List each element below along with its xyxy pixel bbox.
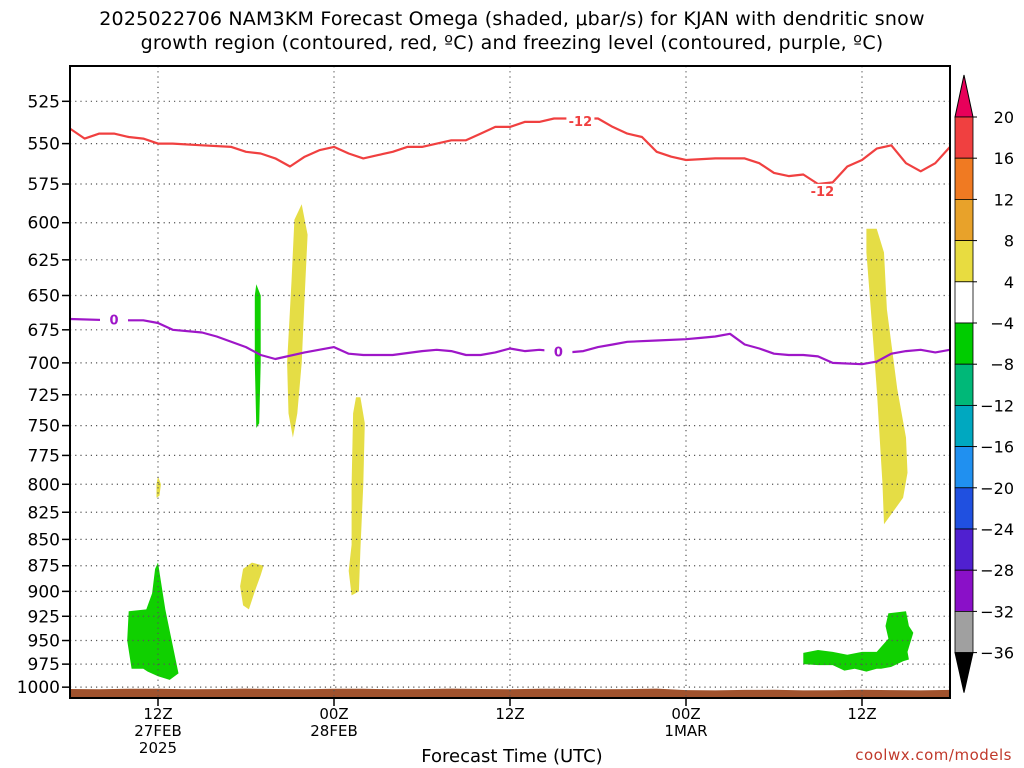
- x-axis-title: Forecast Time (UTC): [421, 746, 603, 767]
- omega-region-pos-4: [156, 476, 161, 498]
- x-tick-label: 00Z: [671, 705, 700, 723]
- y-tick-label: 575: [28, 175, 60, 195]
- y-tick-label: 600: [28, 214, 60, 234]
- y-tick-label: 725: [28, 386, 60, 406]
- y-tick-label: 875: [28, 557, 60, 577]
- colorbar-segment: [954, 528, 974, 571]
- y-tick-label: 750: [28, 417, 60, 437]
- x-tick-year: 2025: [139, 739, 177, 757]
- colorbar-bottom-arrow: [954, 652, 974, 693]
- omega-region-pos-4: [866, 228, 908, 525]
- omega-region-neg-4: [254, 284, 261, 428]
- y-tick-label: 900: [28, 582, 60, 602]
- watermark: coolwx.com/models: [855, 746, 1012, 764]
- x-tick-label: 12Z: [847, 705, 876, 723]
- colorbar-label: −24: [980, 520, 1014, 539]
- colorbar-label: −32: [980, 602, 1014, 621]
- colorbar-segment: [954, 487, 974, 530]
- colorbar-segment: [954, 281, 974, 324]
- x-tick-label: 12Z: [143, 705, 172, 723]
- y-tick-label: 850: [28, 530, 60, 550]
- contour-label-bg: [100, 312, 128, 328]
- contour-label-bg: [566, 113, 595, 129]
- colorbar-top-arrow: [954, 74, 974, 118]
- colorbar-label: −4: [990, 314, 1014, 333]
- y-tick-label: 700: [28, 354, 60, 374]
- contour-label-bg: [544, 344, 573, 360]
- chart-title-line-2: growth region (contoured, red, ºC) and f…: [140, 32, 884, 54]
- y-tick-label: 825: [28, 503, 60, 523]
- x-tick-label: 00Z: [319, 705, 348, 723]
- colorbar-segment: [954, 569, 974, 612]
- y-tick-label: 925: [28, 607, 60, 627]
- colorbar-label: −16: [980, 438, 1014, 457]
- contour-label: -12: [569, 115, 593, 130]
- colorbar-segment: [954, 240, 974, 283]
- colorbar-label: 16: [994, 149, 1014, 168]
- contour-label: -12: [811, 185, 835, 200]
- colorbar-label: 20: [994, 108, 1014, 127]
- colorbar-segment: [954, 404, 974, 447]
- colorbar-label: −12: [980, 396, 1014, 415]
- contour-label: 0: [554, 345, 563, 360]
- colorbar-label: −8: [990, 355, 1014, 374]
- chart-title-line-1: 2025022706 NAM3KM Forecast Omega (shaded…: [99, 8, 925, 30]
- colorbar-segment: [954, 322, 974, 365]
- y-tick-label: 775: [28, 446, 60, 466]
- y-tick-label: 1000: [17, 678, 60, 698]
- colorbar-label: −20: [980, 479, 1014, 498]
- x-tick-date: 27FEB: [134, 722, 181, 740]
- y-tick-label: 650: [28, 286, 60, 306]
- y-tick-label: 550: [28, 135, 60, 155]
- colorbar-segment: [954, 611, 974, 654]
- colorbar-label: −36: [980, 644, 1014, 663]
- colorbar-label: 8: [1004, 232, 1014, 251]
- x-tick-label: 12Z: [495, 705, 524, 723]
- terrain-fill: [70, 688, 950, 698]
- colorbar-label: 12: [994, 190, 1014, 209]
- y-tick-label: 525: [28, 92, 60, 112]
- contour-label: 0: [109, 313, 118, 328]
- colorbar-segment: [954, 363, 974, 406]
- colorbar-label: 4: [1004, 273, 1014, 292]
- y-tick-label: 800: [28, 475, 60, 495]
- colorbar-segment: [954, 446, 974, 489]
- y-tick-label: 975: [28, 655, 60, 675]
- omega-region-neg-4: [127, 562, 179, 680]
- y-tick-label: 675: [28, 321, 60, 341]
- x-tick-date: 1MAR: [664, 722, 707, 740]
- y-tick-label: 625: [28, 251, 60, 271]
- colorbar-label: −28: [980, 561, 1014, 580]
- x-tick-date: 28FEB: [310, 722, 357, 740]
- omega-region-neg-4: [803, 611, 914, 672]
- y-tick-label: 950: [28, 632, 60, 652]
- omega-region-pos-4: [240, 562, 264, 610]
- colorbar-segment: [954, 157, 974, 200]
- colorbar-segment: [954, 198, 974, 241]
- contour-line-minus12c: [70, 117, 950, 186]
- contour-label-bg: [808, 183, 837, 199]
- omega-region-pos-4: [287, 204, 308, 438]
- omega-region-pos-4: [348, 397, 365, 596]
- colorbar-segment: [954, 116, 974, 159]
